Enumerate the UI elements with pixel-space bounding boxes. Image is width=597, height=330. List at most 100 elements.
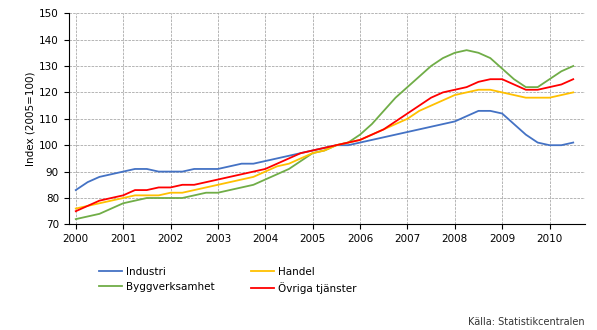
Handel — [333, 143, 340, 147]
Legend: Industri, Byggverksamhet, Handel, Övriga tjänster: Industri, Byggverksamhet, Handel, Övriga… — [94, 262, 361, 298]
Övriga tjänster — [214, 178, 221, 182]
Övriga tjänster — [155, 185, 162, 189]
Handel — [297, 156, 304, 160]
Industri — [333, 143, 340, 147]
Industri — [202, 167, 210, 171]
Industri — [297, 151, 304, 155]
Övriga tjänster — [356, 138, 364, 142]
Handel — [392, 122, 399, 126]
Handel — [107, 199, 115, 203]
Industri — [427, 125, 435, 129]
Line: Industri: Industri — [76, 111, 573, 190]
Handel — [226, 180, 233, 184]
Byggverksamhet — [404, 85, 411, 89]
Byggverksamhet — [226, 188, 233, 192]
Industri — [498, 112, 506, 115]
Övriga tjänster — [119, 193, 127, 197]
Industri — [96, 175, 103, 179]
Byggverksamhet — [297, 159, 304, 163]
Övriga tjänster — [131, 188, 139, 192]
Byggverksamhet — [155, 196, 162, 200]
Byggverksamhet — [273, 172, 281, 176]
Industri — [463, 114, 470, 118]
Industri — [475, 109, 482, 113]
Handel — [285, 162, 293, 166]
Industri — [250, 162, 257, 166]
Byggverksamhet — [309, 151, 316, 155]
Övriga tjänster — [392, 119, 399, 123]
Industri — [522, 133, 530, 137]
Övriga tjänster — [380, 127, 387, 131]
Övriga tjänster — [475, 80, 482, 84]
Byggverksamhet — [250, 183, 257, 187]
Handel — [534, 96, 541, 100]
Byggverksamhet — [416, 75, 423, 79]
Industri — [487, 109, 494, 113]
Övriga tjänster — [570, 77, 577, 81]
Övriga tjänster — [522, 88, 530, 92]
Industri — [107, 172, 115, 176]
Industri — [131, 167, 139, 171]
Industri — [558, 143, 565, 147]
Byggverksamhet — [143, 196, 150, 200]
Byggverksamhet — [190, 193, 198, 197]
Industri — [261, 159, 269, 163]
Industri — [84, 180, 91, 184]
Handel — [321, 148, 328, 152]
Handel — [522, 96, 530, 100]
Övriga tjänster — [416, 104, 423, 108]
Industri — [155, 170, 162, 174]
Byggverksamhet — [510, 77, 518, 81]
Handel — [309, 151, 316, 155]
Byggverksamhet — [167, 196, 174, 200]
Byggverksamhet — [179, 196, 186, 200]
Handel — [273, 164, 281, 168]
Handel — [498, 90, 506, 94]
Byggverksamhet — [451, 51, 458, 55]
Övriga tjänster — [487, 77, 494, 81]
Text: Källa: Statistikcentralen: Källa: Statistikcentralen — [469, 317, 585, 327]
Industri — [226, 164, 233, 168]
Övriga tjänster — [273, 162, 281, 166]
Byggverksamhet — [487, 56, 494, 60]
Industri — [510, 122, 518, 126]
Handel — [155, 193, 162, 197]
Övriga tjänster — [546, 85, 553, 89]
Byggverksamhet — [96, 212, 103, 216]
Övriga tjänster — [226, 175, 233, 179]
Industri — [167, 170, 174, 174]
Industri — [546, 143, 553, 147]
Övriga tjänster — [451, 88, 458, 92]
Övriga tjänster — [297, 151, 304, 155]
Övriga tjänster — [238, 172, 245, 176]
Handel — [131, 193, 139, 197]
Övriga tjänster — [427, 96, 435, 100]
Byggverksamhet — [214, 191, 221, 195]
Industri — [238, 162, 245, 166]
Övriga tjänster — [534, 88, 541, 92]
Övriga tjänster — [167, 185, 174, 189]
Byggverksamhet — [84, 214, 91, 218]
Övriga tjänster — [285, 156, 293, 160]
Handel — [487, 88, 494, 92]
Byggverksamhet — [131, 199, 139, 203]
Byggverksamhet — [427, 64, 435, 68]
Handel — [427, 104, 435, 108]
Byggverksamhet — [72, 217, 79, 221]
Övriga tjänster — [179, 183, 186, 187]
Byggverksamhet — [333, 143, 340, 147]
Industri — [214, 167, 221, 171]
Byggverksamhet — [546, 77, 553, 81]
Byggverksamhet — [356, 133, 364, 137]
Industri — [179, 170, 186, 174]
Övriga tjänster — [261, 167, 269, 171]
Handel — [167, 191, 174, 195]
Industri — [143, 167, 150, 171]
Övriga tjänster — [107, 196, 115, 200]
Industri — [321, 146, 328, 150]
Byggverksamhet — [570, 64, 577, 68]
Övriga tjänster — [143, 188, 150, 192]
Handel — [238, 178, 245, 182]
Handel — [380, 127, 387, 131]
Byggverksamhet — [321, 148, 328, 152]
